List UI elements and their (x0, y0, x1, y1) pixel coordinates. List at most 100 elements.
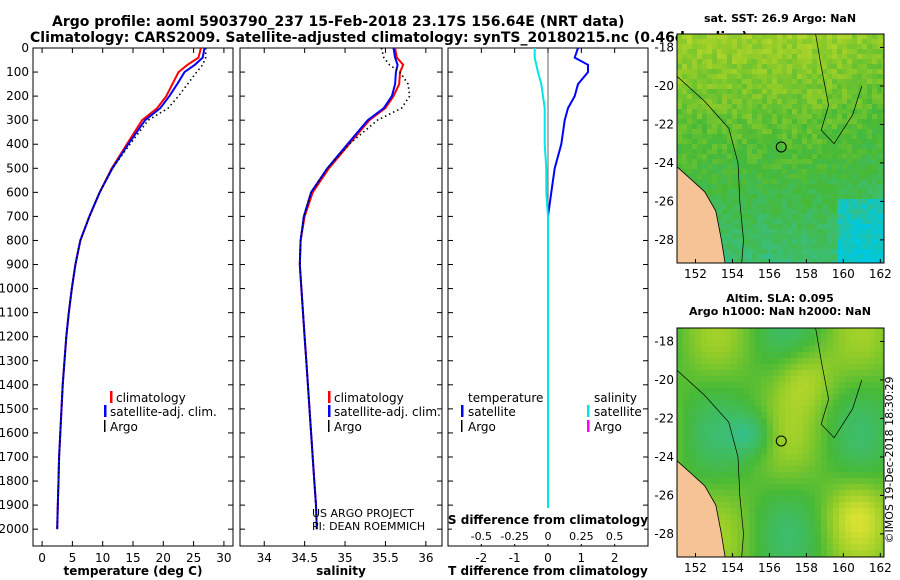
map-cell (817, 89, 822, 94)
map-cell (727, 124, 732, 129)
series-line-argo (298, 48, 411, 530)
map-cell (743, 454, 749, 460)
map-cell (777, 54, 782, 59)
map-cell (701, 442, 707, 448)
map-cell (689, 388, 695, 394)
map-cell (822, 199, 827, 204)
map-cell (773, 460, 779, 466)
map-cell (722, 79, 727, 84)
map-cell (867, 184, 872, 189)
map-cell (802, 94, 807, 99)
map-cell (809, 454, 815, 460)
map-cell (863, 418, 869, 424)
legend-label-argo: Argo (110, 420, 138, 434)
map-cell (857, 520, 863, 526)
map-cell (755, 478, 761, 484)
y-tick-label: 500 (6, 161, 29, 175)
map-cell (692, 174, 697, 179)
map-cell (677, 39, 682, 44)
map-cell (857, 490, 863, 496)
map-cell (722, 49, 727, 54)
map-cell (867, 219, 872, 224)
map-cell (749, 526, 755, 532)
map-cell (791, 466, 797, 472)
map-cell (862, 164, 867, 169)
map-cell (877, 134, 882, 139)
map-cell (702, 64, 707, 69)
difference-panel: -2 -1 0 1 2 S difference from climatology -0… (447, 47, 649, 578)
map-cell (863, 502, 869, 508)
map-cell (782, 54, 787, 59)
map-cell (817, 224, 822, 229)
map-cell (847, 194, 852, 199)
map-cell (707, 478, 713, 484)
map-cell (725, 448, 731, 454)
map-cell (767, 472, 773, 478)
map-cell (839, 478, 845, 484)
map-cell (732, 249, 737, 254)
map-cell (869, 448, 875, 454)
map-cell (869, 460, 875, 466)
float-position-marker (775, 141, 787, 153)
map-cell (832, 54, 837, 59)
map-cell (827, 109, 832, 114)
map-cell (833, 370, 839, 376)
map-cell (755, 376, 761, 382)
map-cell (839, 496, 845, 502)
map-cell (782, 39, 787, 44)
map-cell (867, 159, 872, 164)
map-cell (737, 454, 743, 460)
map-cell (762, 199, 767, 204)
map-cell (817, 114, 822, 119)
map-cell (875, 436, 881, 442)
map-cell (762, 79, 767, 84)
map-cell (827, 49, 832, 54)
map-cell (792, 174, 797, 179)
map-cell (707, 388, 713, 394)
map-cell (767, 89, 772, 94)
map-cell (857, 388, 863, 394)
map-cell (809, 352, 815, 358)
map-cell (767, 364, 773, 370)
map-cell (717, 199, 722, 204)
map-cell (683, 334, 689, 340)
map-cell (797, 209, 802, 214)
y-tick-label: 600 (6, 185, 29, 199)
map-cell (743, 376, 749, 382)
map-cell (787, 89, 792, 94)
map-cell (822, 74, 827, 79)
map-cell (697, 124, 702, 129)
map-cell (792, 164, 797, 169)
map-cell (822, 124, 827, 129)
map-cell (797, 119, 802, 124)
map-cell (807, 214, 812, 219)
map-cell (767, 490, 773, 496)
map-cell (725, 376, 731, 382)
map-cell (719, 328, 725, 334)
map-cell (779, 508, 785, 514)
map-cell (767, 382, 773, 388)
map-cell (845, 460, 851, 466)
map-cell (827, 352, 833, 358)
map-cell (732, 254, 737, 259)
map-cell (817, 204, 822, 209)
map-cell (839, 442, 845, 448)
map-cell (785, 328, 791, 334)
map-cell (737, 412, 743, 418)
x-tick-label: 2 (611, 551, 619, 565)
map-cell (839, 430, 845, 436)
map-cell (773, 400, 779, 406)
map-cell (863, 334, 869, 340)
map-cell (722, 219, 727, 224)
map-cell (792, 199, 797, 204)
map-cell (707, 454, 713, 460)
map-cell (809, 328, 815, 334)
map-cell (791, 400, 797, 406)
map-cell (877, 129, 882, 134)
map-cell (869, 340, 875, 346)
map-cell (875, 346, 881, 352)
map-cell (785, 472, 791, 478)
map-cell (852, 64, 857, 69)
map-cell (695, 328, 701, 334)
map-cell (747, 59, 752, 64)
